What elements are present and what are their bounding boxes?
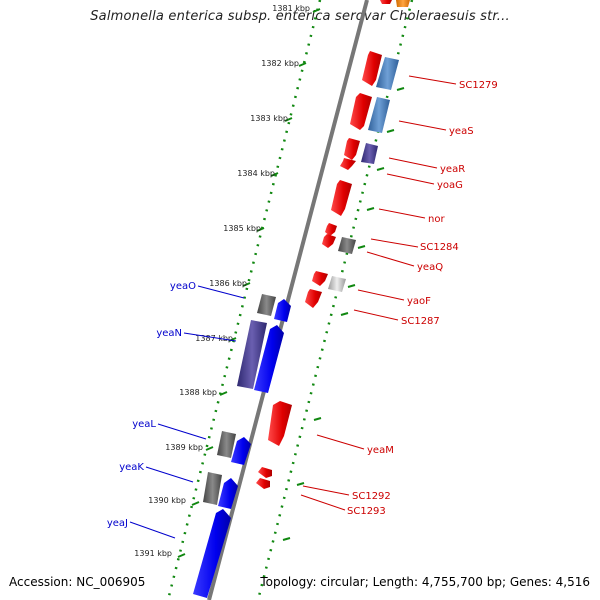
tick-label: 1382 kbp: [261, 59, 299, 68]
orf-yeaq[interactable]: [338, 237, 356, 254]
tick-label: 1389 kbp: [165, 443, 203, 452]
map-title: Salmonella enterica subsp. enterica sero…: [90, 9, 510, 24]
cds-yeam[interactable]: [268, 401, 292, 446]
orf-yaof[interactable]: [328, 276, 346, 292]
gene-label-sc1293[interactable]: SC1293: [347, 506, 386, 517]
cds-yean[interactable]: [254, 325, 284, 393]
gene-label-yeam[interactable]: yeaM: [367, 445, 394, 456]
gene-label-year[interactable]: yeaR: [440, 164, 465, 175]
orf-yeal[interactable]: [217, 431, 236, 458]
gene-label-sc1287[interactable]: SC1287: [401, 316, 440, 327]
cds-yaof[interactable]: [312, 271, 328, 286]
tick-label: 1391 kbp: [134, 549, 172, 558]
tick-label: 1384 kbp: [237, 169, 275, 178]
gene-label-sc1284[interactable]: SC1284: [420, 242, 459, 253]
gene-label-yeal[interactable]: yeaL: [132, 419, 156, 430]
cds-yeao[interactable]: [274, 299, 291, 322]
cds-sc1293[interactable]: [256, 478, 270, 489]
orf-yeas[interactable]: [368, 97, 390, 133]
cds-sc1279[interactable]: [362, 51, 382, 86]
reverse-gene-labels: yeaO yeaN yeaL yeaK yeaJ: [107, 281, 196, 529]
gene-label-yeaj[interactable]: yeaJ: [107, 518, 128, 529]
tick-label: 1385 kbp: [223, 224, 261, 233]
gene-label-yeak[interactable]: yeaK: [119, 462, 144, 473]
gene-label-yoag[interactable]: yoaG: [437, 180, 463, 191]
cds-yeak[interactable]: [218, 478, 238, 509]
forward-features: [256, 0, 410, 489]
orf-forward[interactable]: [396, 0, 410, 7]
orf-yeak[interactable]: [203, 472, 222, 505]
gene-label-sc1292[interactable]: SC1292: [352, 491, 391, 502]
tick-label: 1388 kbp: [179, 388, 217, 397]
gc-track-inner: [166, 0, 322, 600]
tick-label: 1383 kbp: [250, 114, 288, 123]
cds-year[interactable]: [344, 138, 360, 160]
accession-text: Accession: NC_006905: [9, 575, 146, 589]
tick-labels: 1381 kbp 1382 kbp 1383 kbp 1384 kbp 1385…: [134, 4, 310, 558]
cds-sc1287[interactable]: [305, 289, 322, 308]
topology-text: Topology: circular;: [260, 575, 369, 589]
orf-yeao[interactable]: [257, 294, 276, 316]
leader-lines: [129, 75, 457, 539]
gene-label-yeao[interactable]: yeaO: [170, 281, 196, 292]
cds-sc1284[interactable]: [325, 223, 337, 236]
gene-label-sc1279[interactable]: SC1279: [459, 80, 498, 91]
genome-backbone: [207, 0, 369, 600]
gene-label-yaof[interactable]: yaoF: [407, 296, 431, 307]
cds-forward[interactable]: [380, 0, 392, 4]
orf-sc1279[interactable]: [376, 57, 399, 90]
cds-yeal[interactable]: [231, 437, 251, 465]
genome-summary: Topology: circular; Length: 4,755,700 bp…: [260, 575, 590, 589]
gene-label-yean[interactable]: yeaN: [156, 328, 182, 339]
tick-label: 1386 kbp: [209, 279, 247, 288]
orf-year[interactable]: [361, 143, 378, 164]
length-text: Length: 4,755,700 bp;: [372, 575, 507, 589]
forward-gene-labels: SC1279 yeaS yeaR yoaG nor SC1284 yeaQ ya…: [347, 80, 498, 517]
tick-marks: [177, 8, 405, 558]
tick-label: 1381 kbp: [272, 4, 310, 13]
orf-yean[interactable]: [237, 320, 267, 389]
cds-sc1292[interactable]: [258, 467, 272, 478]
gene-label-nor[interactable]: nor: [428, 214, 445, 225]
gene-label-yeas[interactable]: yeaS: [449, 126, 474, 137]
cds-yeaj[interactable]: [193, 509, 231, 598]
tick-label: 1390 kbp: [148, 496, 186, 505]
cds-yoag[interactable]: [340, 158, 356, 170]
cds-yeas[interactable]: [350, 93, 372, 130]
cds-nor[interactable]: [331, 180, 352, 216]
reverse-features: [193, 294, 291, 598]
genes-count-text: Genes: 4,516: [509, 575, 590, 589]
gc-track-outer: [256, 0, 414, 600]
cds-yeaq[interactable]: [322, 234, 336, 248]
tick-label: 1387 kbp: [195, 334, 233, 343]
gene-label-yeaq[interactable]: yeaQ: [417, 262, 443, 273]
